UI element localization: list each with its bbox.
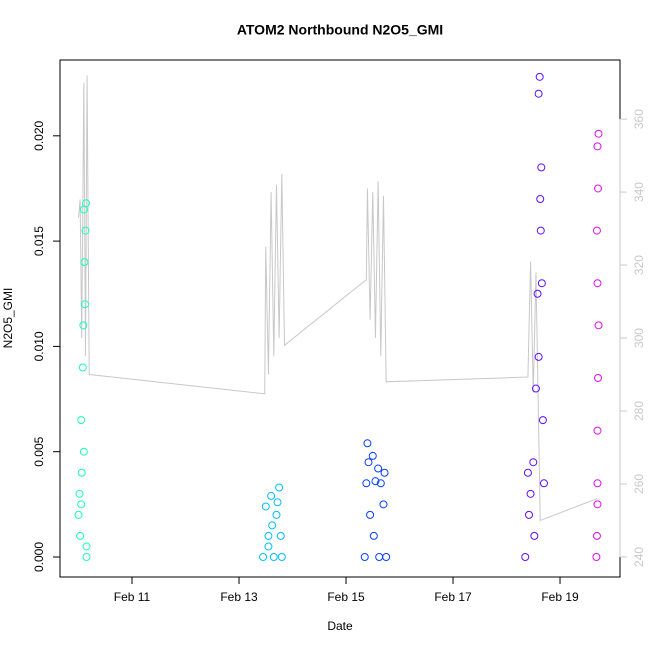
data-point	[261, 502, 270, 511]
data-point	[264, 542, 273, 551]
data-point	[375, 552, 384, 561]
data-point	[594, 373, 603, 382]
data-point	[526, 489, 535, 498]
data-point	[531, 384, 540, 393]
data-point	[74, 510, 83, 519]
data-point	[259, 552, 268, 561]
y2-tick-label: 360	[632, 109, 646, 129]
data-point	[272, 510, 281, 519]
data-point	[362, 479, 371, 488]
data-point	[82, 552, 91, 561]
data-point	[366, 510, 375, 519]
data-point	[77, 416, 86, 425]
data-point	[267, 491, 276, 500]
data-point	[530, 531, 539, 540]
y2-tick-label: 240	[632, 547, 646, 567]
data-point	[82, 199, 91, 208]
data-point	[593, 142, 602, 151]
data-point	[77, 468, 86, 477]
data-point	[275, 483, 284, 492]
data-point	[592, 531, 601, 540]
data-point	[369, 531, 378, 540]
data-point	[533, 289, 542, 298]
data-point	[268, 521, 277, 530]
data-point	[360, 552, 369, 561]
y2-tick-label: 300	[632, 328, 646, 348]
data-point	[276, 531, 285, 540]
data-point	[594, 129, 603, 138]
data-point	[592, 552, 601, 561]
x-tick-label: Feb 19	[541, 590, 579, 604]
data-point	[363, 439, 372, 448]
x-tick-label: Feb 15	[327, 590, 365, 604]
data-point	[535, 72, 544, 81]
data-point	[536, 226, 545, 235]
y-tick-label: 0.000	[32, 542, 46, 572]
data-point	[368, 451, 377, 460]
y-tick-label: 0.010	[32, 331, 46, 361]
data-point	[371, 477, 380, 486]
data-point	[374, 464, 383, 473]
data-point	[75, 489, 84, 498]
data-point	[536, 194, 545, 203]
plot-box	[59, 59, 621, 578]
data-point	[379, 500, 388, 509]
chart-title: ATOM2 Northbound N2O5_GMI	[237, 22, 443, 38]
x-axis-label: Date	[327, 619, 353, 633]
data-point	[82, 542, 91, 551]
y-tick-label: 0.005	[32, 436, 46, 466]
data-point	[594, 184, 603, 193]
y2-tick-label: 340	[632, 182, 646, 202]
data-point	[269, 552, 278, 561]
data-point	[80, 258, 89, 267]
data-point	[521, 552, 530, 561]
data-point	[277, 552, 286, 561]
data-point	[380, 468, 389, 477]
data-point	[264, 531, 273, 540]
data-line	[78, 75, 598, 522]
data-point	[273, 498, 282, 507]
x-tick-label: Feb 13	[220, 590, 258, 604]
data-point	[538, 416, 547, 425]
x-tick-label: Feb 17	[434, 590, 472, 604]
data-point	[382, 552, 391, 561]
data-point	[593, 426, 602, 435]
data-point	[537, 163, 546, 172]
data-point	[364, 458, 373, 467]
data-point	[594, 321, 603, 330]
data-point	[593, 279, 602, 288]
y-tick-label: 0.015	[32, 226, 46, 256]
data-point	[534, 89, 543, 98]
data-point	[81, 226, 90, 235]
data-point	[78, 363, 87, 372]
data-point	[80, 300, 89, 309]
data-point	[593, 479, 602, 488]
x-tick-label: Feb 11	[114, 590, 151, 604]
y-tick-label: 0.020	[32, 120, 46, 150]
data-point	[77, 500, 86, 509]
y-axis-label: N2O5_GMI	[1, 288, 15, 349]
data-point	[539, 479, 548, 488]
data-point	[523, 468, 532, 477]
y2-tick-label: 280	[632, 401, 646, 421]
data-point	[79, 447, 88, 456]
data-point	[537, 279, 546, 288]
y2-tick-label: 320	[632, 255, 646, 275]
data-point	[593, 500, 602, 509]
data-point	[76, 531, 85, 540]
data-point	[592, 226, 601, 235]
data-point	[376, 479, 385, 488]
y2-tick-label: 260	[632, 474, 646, 494]
data-point	[79, 321, 88, 330]
data-point	[524, 510, 533, 519]
data-point	[534, 352, 543, 361]
data-point	[529, 458, 538, 467]
